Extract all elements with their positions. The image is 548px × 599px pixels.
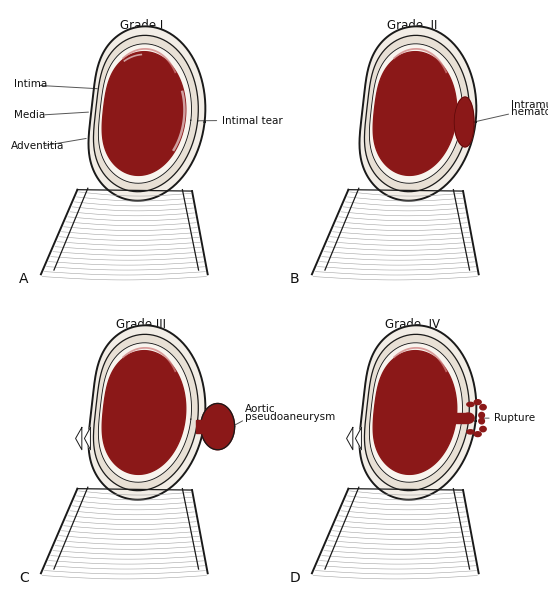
Polygon shape (373, 350, 456, 474)
Polygon shape (373, 52, 456, 176)
Polygon shape (480, 404, 486, 410)
Polygon shape (480, 426, 486, 432)
Text: Intramural: Intramural (511, 100, 548, 110)
Polygon shape (99, 343, 191, 482)
Text: Intima: Intima (14, 79, 47, 89)
Polygon shape (443, 413, 469, 423)
Polygon shape (364, 35, 469, 192)
Polygon shape (479, 412, 484, 418)
Text: Media: Media (14, 110, 45, 120)
Text: pseudoaneurysm: pseudoaneurysm (245, 412, 335, 422)
Polygon shape (79, 472, 94, 487)
Text: Adventitia: Adventitia (11, 141, 64, 151)
Polygon shape (359, 26, 476, 201)
Polygon shape (99, 44, 191, 183)
Text: D: D (290, 571, 300, 585)
Polygon shape (102, 52, 186, 176)
Polygon shape (364, 334, 469, 491)
Polygon shape (369, 343, 463, 482)
Text: B: B (290, 271, 299, 286)
Text: C: C (19, 571, 28, 585)
Polygon shape (467, 403, 474, 407)
Polygon shape (88, 26, 206, 201)
Polygon shape (350, 472, 365, 487)
Polygon shape (359, 325, 476, 500)
Polygon shape (356, 428, 362, 450)
Text: Grade  IV: Grade IV (385, 318, 439, 331)
Polygon shape (84, 428, 90, 450)
Polygon shape (463, 413, 474, 423)
Polygon shape (350, 173, 365, 188)
Polygon shape (88, 325, 206, 500)
Polygon shape (454, 97, 474, 147)
Polygon shape (474, 400, 481, 404)
Text: Grade I: Grade I (119, 19, 163, 32)
Polygon shape (369, 44, 463, 183)
Polygon shape (474, 432, 481, 437)
Text: Grade  II: Grade II (387, 19, 437, 32)
Polygon shape (467, 429, 474, 434)
Polygon shape (312, 190, 479, 274)
Polygon shape (41, 489, 208, 573)
Text: hematoma: hematoma (511, 107, 548, 117)
Polygon shape (94, 35, 198, 192)
Polygon shape (41, 190, 208, 274)
Text: Rupture: Rupture (494, 413, 535, 423)
Polygon shape (76, 428, 82, 450)
Polygon shape (102, 350, 186, 474)
Polygon shape (94, 334, 198, 491)
Text: Aortic: Aortic (245, 404, 276, 414)
Polygon shape (196, 420, 202, 433)
Polygon shape (312, 489, 479, 573)
Text: Grade III: Grade III (116, 318, 166, 331)
Polygon shape (479, 418, 484, 424)
Text: Intimal tear: Intimal tear (222, 116, 283, 126)
Polygon shape (79, 173, 94, 188)
Polygon shape (346, 428, 353, 450)
Text: A: A (19, 271, 28, 286)
Polygon shape (201, 404, 235, 450)
